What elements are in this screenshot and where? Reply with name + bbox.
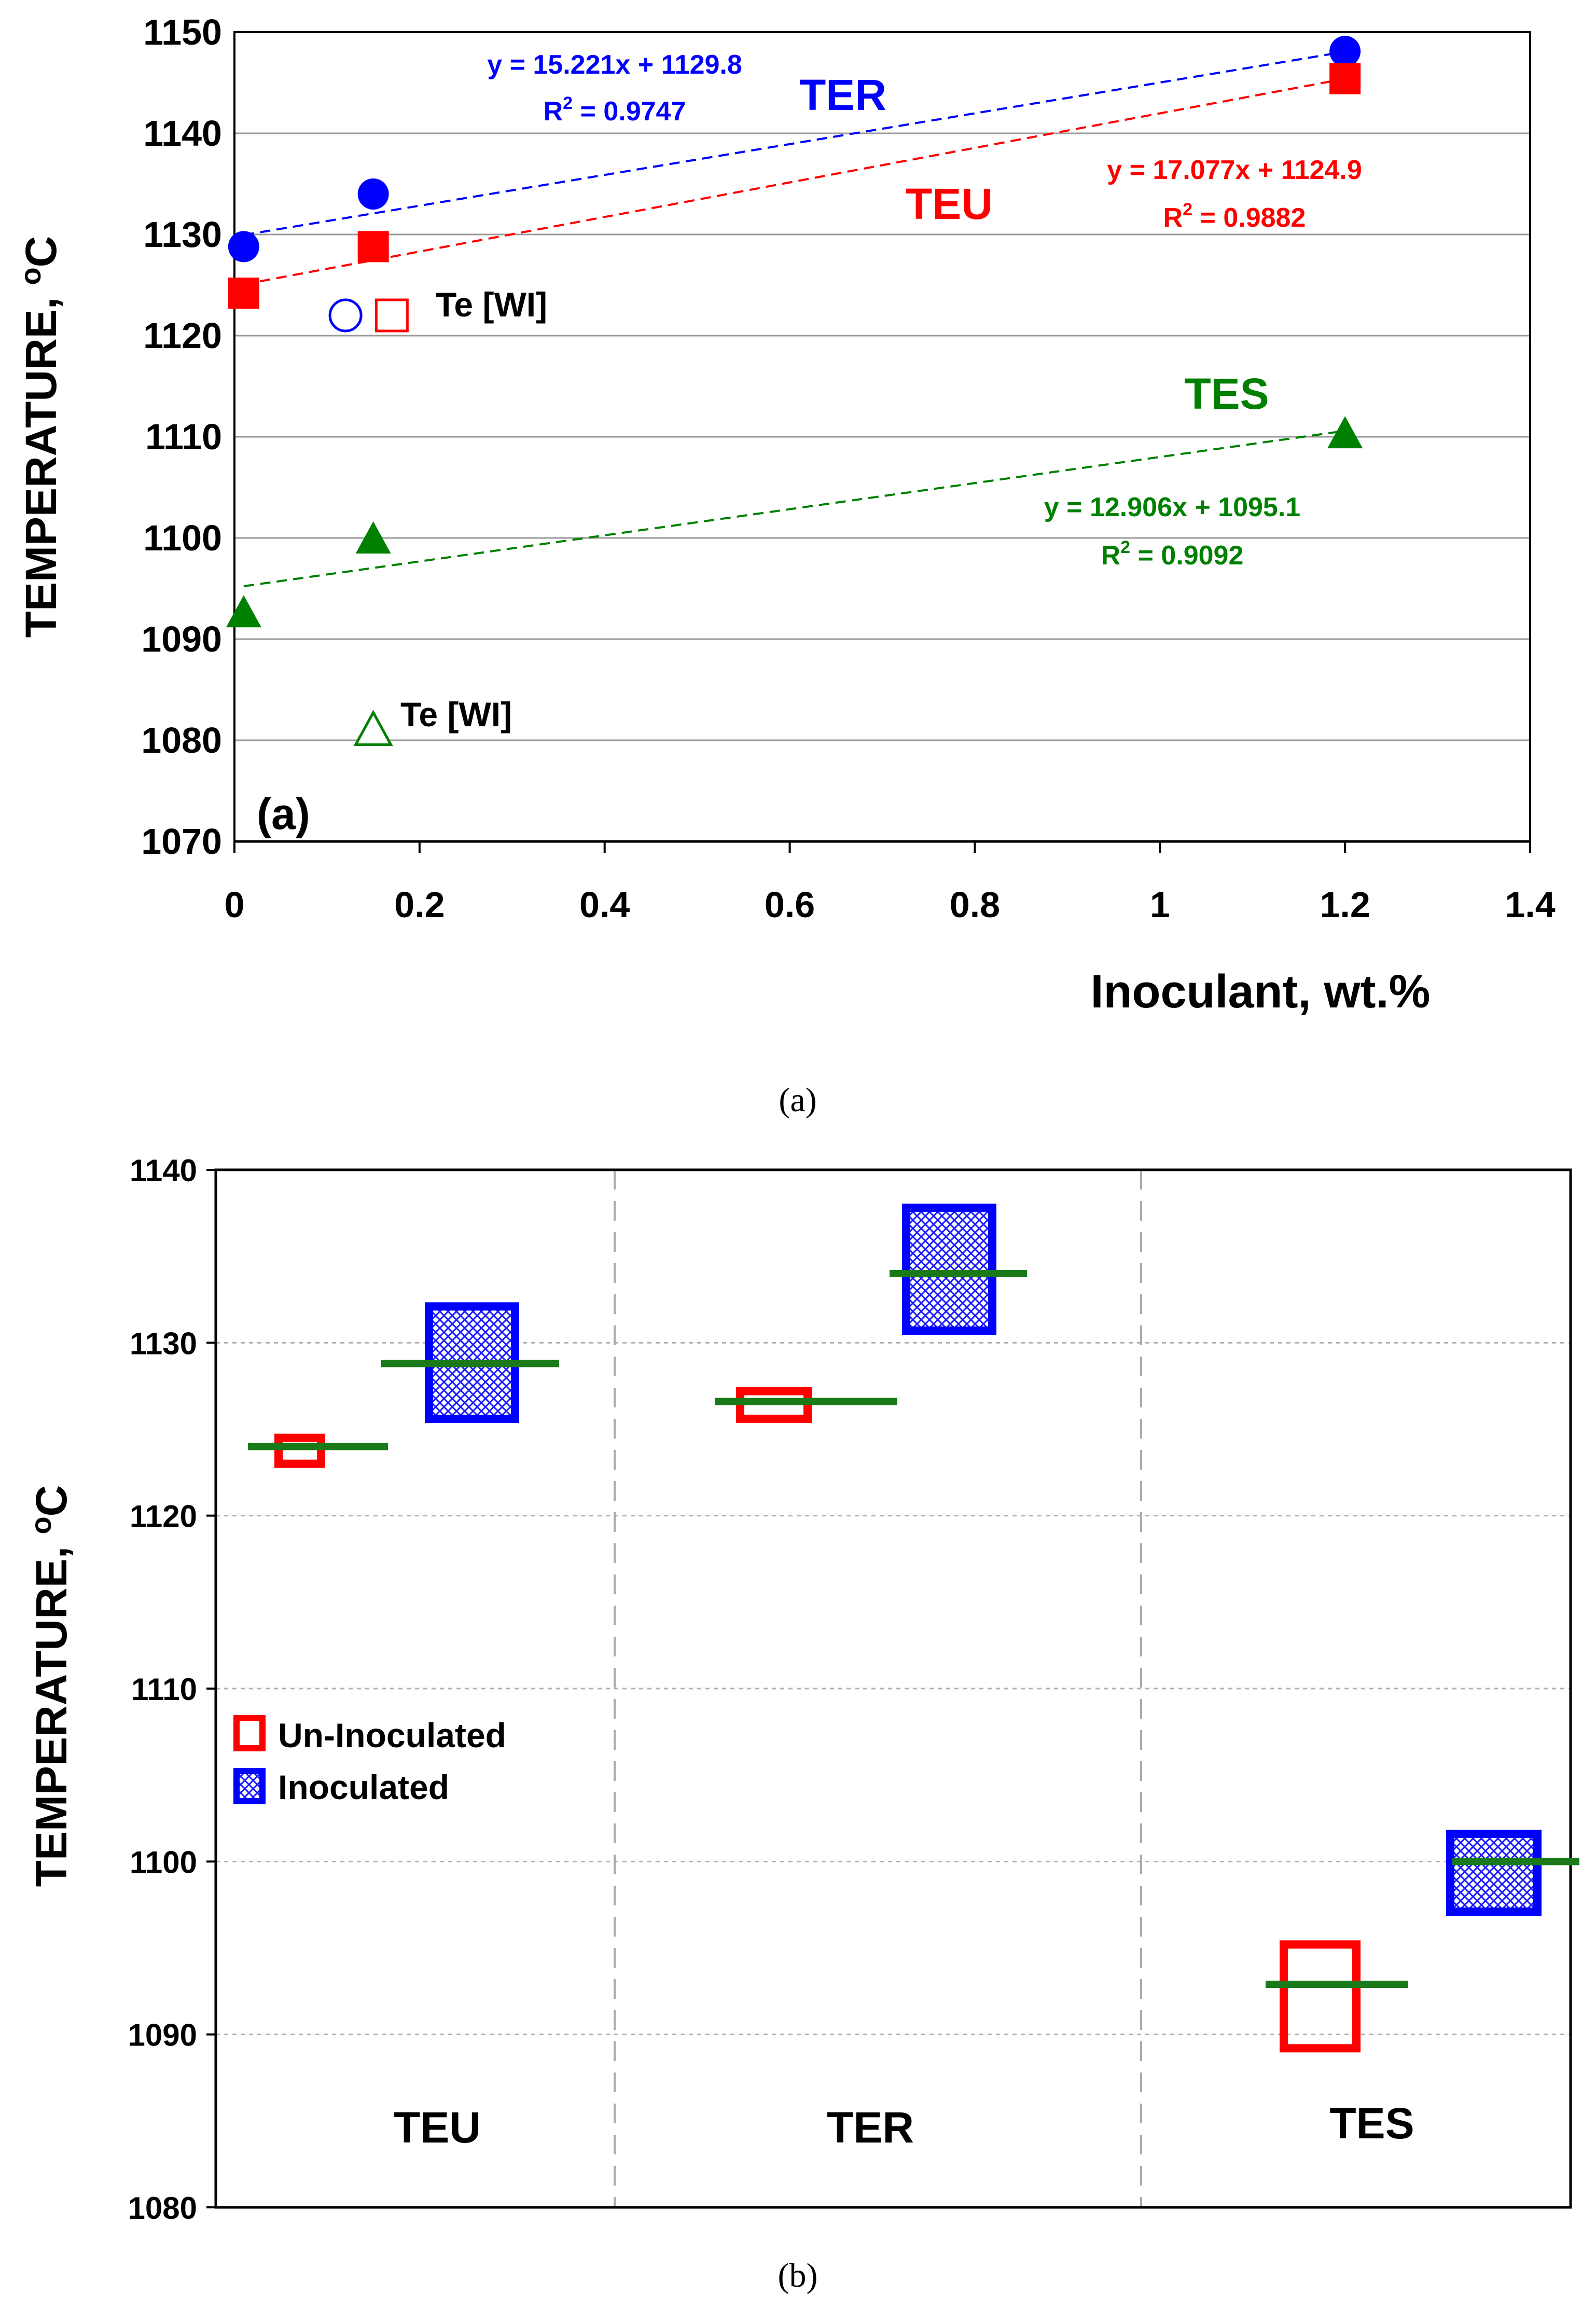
panel-a-inner-label: (a)	[257, 790, 310, 838]
marker-ter	[228, 231, 259, 262]
category-label-ter: TER	[827, 2103, 914, 2152]
teu-trend-equation: y = 17.077x + 1124.9	[1107, 155, 1362, 185]
panel-a-trendlines	[243, 50, 1345, 588]
panel-a-x-tick-label: 1	[1150, 884, 1170, 925]
marker-teu	[357, 231, 389, 262]
panel-b-chart: 1080 1090 1100 1110 1120 1130 1140 TEMPERATURE…	[24, 1153, 1579, 2295]
panel-a-x-tick-label: 0.6	[765, 884, 815, 925]
tes-r2: R2 = 0.9092	[1101, 537, 1244, 571]
panel-a-y-tick-label: 1130	[143, 214, 222, 255]
panel-b-boxes	[248, 1204, 1579, 2053]
ter-r2: R2 = 0.9747	[544, 93, 686, 127]
panel-a-markers	[226, 36, 1363, 746]
panel-b-y-ticks: 1080 1090 1100 1110 1120 1130 1140	[128, 1153, 216, 2226]
panel-a-y-ticks: 1070 1080 1090 1100 1110 1120 1130 1140 1150	[141, 12, 222, 862]
panel-b-y-tick-label: 1100	[130, 1845, 197, 1879]
panel-a-y-tick-label: 1080	[141, 720, 222, 761]
panel-b-y-tick-label: 1090	[128, 2018, 197, 2053]
panel-b-y-tick-label: 1140	[130, 1153, 197, 1188]
panel-b-y-tick-label: 1130	[130, 1326, 197, 1361]
marker-tes	[1327, 416, 1363, 449]
panel-a-x-tick-label: 0.2	[394, 884, 445, 925]
marker-te-wi	[328, 298, 363, 333]
panel-a-y-axis-label: TEMPERATURE, oC	[14, 236, 65, 638]
legend: Un-Inoculated Inoculated	[233, 1715, 506, 1806]
panel-a-caption: (a)	[779, 1081, 816, 1119]
marker-tes	[226, 595, 261, 628]
te-wi-label-lower: Te [WI]	[400, 695, 512, 734]
marker-teu	[1329, 63, 1361, 94]
category-label-tes: TES	[1329, 2099, 1414, 2148]
panel-a-chart: 0 0.2 0.4 0.6 0.8 1 1.2 1.4 1070 1080 1090 1100 111…	[14, 12, 1556, 1119]
panel-b-gridlines	[216, 1342, 1571, 2036]
panel-a-x-ticks: 0 0.2 0.4 0.6 0.8 1 1.2 1.4	[225, 841, 1556, 925]
box-tes-inoculated	[1446, 1830, 1542, 1916]
tes-trend-equation: y = 12.906x + 1095.1	[1044, 492, 1300, 522]
panel-a-x-tick-label: 0	[225, 884, 245, 925]
panel-a-y-tick-label: 1110	[145, 417, 222, 457]
panel-a-x-tick-label: 0.4	[579, 884, 630, 925]
marker-te-wi	[374, 298, 409, 333]
ter-trend-equation: y = 15.221x + 1129.8	[487, 50, 742, 80]
series-label-tes: TES	[1184, 369, 1269, 418]
legend-swatch-un-inoculated	[233, 1715, 266, 1751]
panel-b-y-tick-label: 1080	[128, 2191, 197, 2226]
marker-te-wi	[353, 710, 393, 746]
panel-a-y-tick-label: 1070	[141, 821, 222, 862]
trendline-teu	[243, 77, 1345, 286]
legend-label-inoculated: Inoculated	[278, 1768, 449, 1806]
legend-swatch-inoculated	[233, 1768, 266, 1804]
panel-a-x-tick-label: 1.4	[1505, 884, 1555, 925]
category-label-teu: TEU	[394, 2103, 481, 2152]
marker-ter	[357, 178, 389, 210]
panel-a-x-axis-label: Inoculant, wt.%	[1090, 966, 1430, 1018]
panel-b-y-axis-label: TEMPERATURE, oC	[24, 1485, 76, 1887]
box-tes-un-inoculated	[1280, 1940, 1361, 2053]
legend-label-un-inoculated: Un-Inoculated	[278, 1716, 506, 1754]
panel-a-y-tick-label: 1090	[141, 619, 222, 659]
series-label-teu: TEU	[906, 179, 993, 228]
panel-a-y-tick-label: 1140	[143, 113, 222, 154]
marker-tes	[355, 521, 391, 554]
panel-a-y-tick-label: 1150	[143, 12, 222, 52]
panel-b-y-tick-label: 1110	[131, 1672, 197, 1707]
marker-ter	[1329, 36, 1361, 67]
trendline-tes	[243, 430, 1345, 588]
box-teu-un-inoculated	[274, 1433, 325, 1468]
panel-a-y-tick-label: 1100	[143, 518, 222, 558]
series-label-ter: TER	[799, 71, 886, 119]
panel-a-y-tick-label: 1120	[143, 315, 222, 356]
panel-b-caption: (b)	[778, 2257, 818, 2295]
trendline-ter	[243, 50, 1345, 236]
marker-teu	[228, 278, 259, 309]
box-ter-inoculated	[902, 1204, 996, 1335]
panel-a-x-tick-label: 0.8	[950, 884, 1000, 925]
panel-label-background	[240, 768, 333, 838]
panel-a-x-tick-label: 1.2	[1320, 884, 1370, 925]
te-wi-label-upper: Te [WI]	[436, 285, 547, 324]
teu-r2: R2 = 0.9882	[1163, 200, 1306, 233]
panel-b-y-tick-label: 1120	[130, 1499, 197, 1534]
